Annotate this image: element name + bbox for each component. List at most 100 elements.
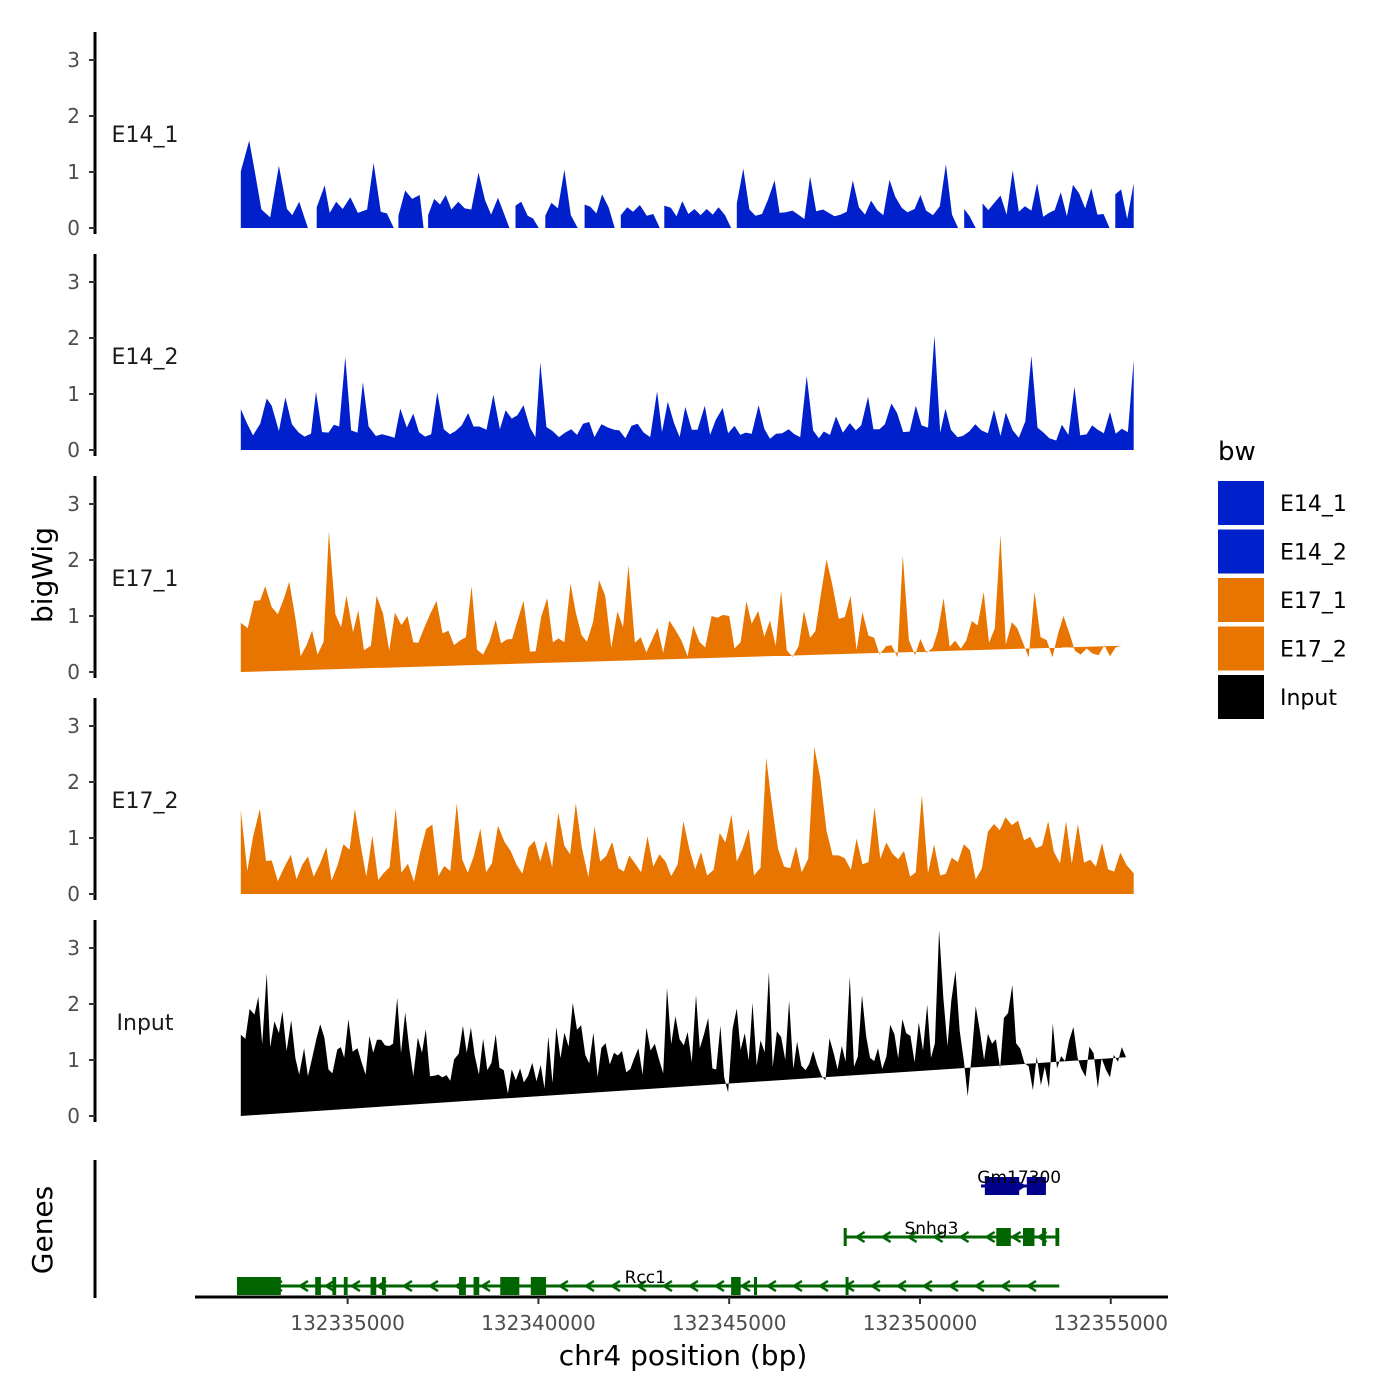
signal-area-e14-1-11: [982, 170, 1110, 228]
exon: [843, 1228, 847, 1246]
strand-arrow: [895, 1279, 907, 1293]
track-label: E14_1: [112, 123, 179, 148]
track-e17-1: 0 1 2 3 E17_1: [67, 476, 1122, 684]
signal-area-e14-2-0: [240, 335, 1134, 450]
signal-area-e14-1-2: [398, 190, 424, 228]
strand-arrow: [791, 1279, 803, 1293]
track-e14-1: 0 1 2 3 E14_1: [67, 32, 1134, 240]
x-tick-label: 132340000: [481, 1311, 596, 1335]
x-axis-title: chr4 position (bp): [559, 1339, 808, 1372]
x-tick-label: 132335000: [290, 1311, 405, 1335]
legend-label: E14_2: [1280, 541, 1347, 566]
signal-area-e14-1-9: [736, 164, 959, 228]
legend-swatch: [1218, 529, 1264, 574]
strand-arrow: [947, 1279, 959, 1293]
gene-label: Rcc1: [625, 1268, 666, 1288]
exon: [332, 1277, 337, 1295]
strand-arrow: [906, 1230, 918, 1244]
signal-area-e14-1-3: [428, 172, 510, 228]
exon: [236, 1277, 281, 1295]
exon: [381, 1277, 386, 1295]
signal-area-e14-1-7: [620, 205, 660, 228]
strand-arrow: [687, 1279, 699, 1293]
track-label: Input: [117, 1011, 174, 1036]
signal-area-e14-1-5: [545, 169, 578, 228]
exon: [1055, 1228, 1060, 1246]
exon: [996, 1228, 1011, 1246]
exon: [459, 1277, 466, 1295]
signal-area-e17-2-0: [240, 747, 1134, 894]
y-axis-title-bigwig: bigWig: [26, 527, 59, 623]
gene-label: Gm17300: [977, 1168, 1061, 1188]
legend-swatch: [1218, 578, 1264, 622]
strand-arrow: [880, 1230, 892, 1244]
signal-area-e14-1-1: [316, 163, 394, 228]
strand-arrow: [297, 1279, 309, 1293]
strand-arrow: [349, 1279, 361, 1293]
y-tick-label: 0: [67, 1104, 80, 1128]
legend-item-e17-1: E17_1: [1218, 578, 1347, 622]
exon: [845, 1277, 849, 1295]
strand-arrow: [427, 1279, 439, 1293]
y-tick-label: 3: [67, 270, 80, 294]
x-tick-label: 132355000: [1053, 1311, 1168, 1335]
strand-arrow: [765, 1279, 777, 1293]
y-tick-label: 0: [67, 660, 80, 684]
legend-title: bw: [1218, 437, 1256, 467]
strand-arrow: [583, 1279, 595, 1293]
exon: [530, 1277, 547, 1295]
exon: [984, 1177, 1020, 1195]
strand-arrow: [557, 1279, 569, 1293]
signal-area-e14-1-0: [240, 140, 308, 228]
strand-arrow: [323, 1279, 335, 1293]
legend: bw E14_1 E14_2 E17_1 E17_2 Input: [1218, 437, 1347, 719]
strand-arrow: [1010, 1230, 1022, 1244]
signal-area-e14-1-4: [515, 201, 539, 228]
exon: [1042, 1228, 1046, 1246]
signal-area-e14-1-6: [584, 194, 615, 228]
legend-label: Input: [1280, 686, 1337, 711]
y-tick-label: 2: [67, 992, 80, 1016]
y-tick-label: 2: [67, 326, 80, 350]
y-tick-label: 2: [67, 548, 80, 572]
strand-arrow: [921, 1279, 933, 1293]
y-tick-label: 3: [67, 48, 80, 72]
signal-area-e14-1-12: [1115, 183, 1134, 228]
strand-arrow: [1025, 1279, 1037, 1293]
exon: [473, 1277, 480, 1295]
y-tick-label: 0: [67, 216, 80, 240]
y-tick-label: 1: [67, 382, 80, 406]
gene-snhg3: Snhg3: [843, 1219, 1060, 1246]
exon: [500, 1277, 520, 1295]
strand-arrow: [661, 1279, 673, 1293]
y-tick-label: 1: [67, 1048, 80, 1072]
legend-label: E14_1: [1280, 492, 1347, 517]
gene-gm17300: Gm17300: [977, 1168, 1061, 1195]
track-input: 0 1 2 3 Input: [67, 920, 1127, 1128]
signal-area-e14-1-8: [664, 201, 732, 228]
y-tick-label: 3: [67, 492, 80, 516]
exon: [1023, 1228, 1035, 1246]
y-tick-label: 3: [67, 936, 80, 960]
gene-rcc1: Rcc1: [236, 1268, 1060, 1295]
signal-area-e14-1-10: [964, 209, 976, 228]
exon: [1026, 1177, 1046, 1195]
y-tick-label: 1: [67, 160, 80, 184]
y-tick-label: 1: [67, 604, 80, 628]
legend-item-e14-1: E14_1: [1218, 481, 1347, 525]
legend-item-e17-2: E17_2: [1218, 626, 1347, 671]
legend-item-e14-2: E14_2: [1218, 529, 1347, 574]
gene-label: Snhg3: [904, 1219, 958, 1239]
track-e17-2: 0 1 2 3 E17_2: [67, 698, 1134, 906]
exon: [315, 1277, 321, 1295]
exon: [753, 1277, 757, 1295]
genes-track: Gm17300 Snhg3 Rcc1: [93, 1160, 1061, 1298]
strand-arrow: [817, 1279, 829, 1293]
exon: [731, 1277, 741, 1295]
legend-swatch: [1218, 675, 1264, 719]
strand-arrow: [635, 1279, 647, 1293]
exon: [343, 1277, 348, 1295]
strand-arrow: [401, 1279, 413, 1293]
track-label: E17_1: [112, 567, 179, 592]
x-tick-label: 132350000: [863, 1311, 978, 1335]
